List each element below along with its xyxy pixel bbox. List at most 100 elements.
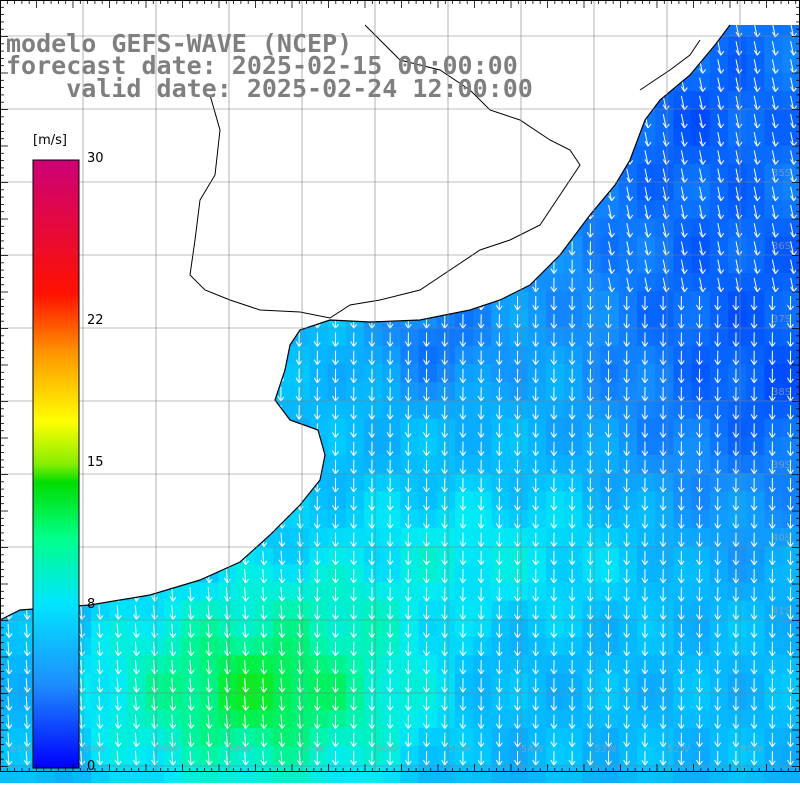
wind-arrow <box>699 77 706 92</box>
wind-cell <box>309 182 329 201</box>
wind-arrow <box>204 477 212 493</box>
wind-arrow <box>332 295 339 311</box>
wind-cell <box>764 400 784 420</box>
wind-cell <box>127 364 147 383</box>
wind-arrow <box>204 223 212 238</box>
wind-cell <box>364 764 383 784</box>
wind-cell <box>309 637 329 656</box>
wind-cell <box>400 218 420 238</box>
wind-arrow <box>332 168 339 183</box>
wind-arrow <box>641 332 649 347</box>
wind-cell <box>509 309 529 329</box>
title-forecast-date: forecast date: 2025-02-15 00:00:00 <box>6 51 518 80</box>
wind-arrow <box>386 514 394 529</box>
wind-arrow <box>568 750 576 766</box>
wind-cell <box>509 127 529 147</box>
wind-arrow <box>96 496 104 511</box>
wind-arrow <box>332 350 339 365</box>
wind-cell <box>764 691 784 711</box>
wind-cell <box>600 491 620 511</box>
wind-arrow <box>495 168 503 183</box>
wind-cell <box>254 145 274 165</box>
wind-arrow <box>586 150 594 165</box>
wind-cell <box>109 546 128 565</box>
wind-cell <box>145 218 165 238</box>
wind-arrow <box>114 568 122 584</box>
wind-cell <box>382 546 401 565</box>
wind-cell <box>709 709 729 729</box>
wind-arrow <box>241 477 248 493</box>
wind-cell <box>254 618 274 638</box>
wind-arrow <box>332 477 339 493</box>
wind-cell <box>546 655 565 674</box>
wind-arrow <box>568 678 576 693</box>
wind-arrow <box>605 550 612 566</box>
wind-arrow <box>550 332 558 347</box>
wind-cell <box>600 418 620 438</box>
wind-arrow <box>550 568 558 584</box>
wind-cell <box>218 145 238 165</box>
wind-cell <box>200 473 219 492</box>
wind-arrow <box>222 350 230 365</box>
wind-arrow <box>550 405 558 420</box>
wind-cell <box>345 127 365 147</box>
wind-arrow <box>441 405 449 420</box>
wind-arrow <box>295 113 303 129</box>
wind-cell <box>218 418 238 438</box>
wind-arrow <box>350 568 358 584</box>
wind-arrow <box>332 259 339 274</box>
wind-arrow <box>626 41 634 56</box>
wind-arrow <box>696 314 703 329</box>
wind-cell <box>163 364 183 383</box>
axis-ticks <box>0 0 800 772</box>
wind-cell <box>327 582 347 602</box>
wind-cell <box>309 218 329 238</box>
wind-arrow <box>608 277 615 293</box>
wind-arrow <box>771 223 779 238</box>
wind-arrow <box>113 223 121 238</box>
wind-arrow <box>586 750 594 766</box>
wind-arrow <box>550 25 558 38</box>
wind-arrow <box>680 204 688 220</box>
wind-cell <box>200 655 219 674</box>
wind-cell <box>145 327 165 347</box>
wind-cell <box>400 546 420 565</box>
wind-arrow <box>423 587 430 602</box>
wind-arrow <box>131 204 139 220</box>
wind-cell <box>218 218 238 238</box>
wind-arrow <box>732 714 740 729</box>
wind-cell <box>527 182 547 201</box>
wind-arrow <box>222 332 230 347</box>
wind-arrow <box>5 678 13 693</box>
wind-arrow <box>386 714 394 729</box>
wind-cell <box>600 145 620 165</box>
wind-arrow <box>4 168 12 183</box>
wind-cell <box>382 0 401 19</box>
wind-arrow <box>771 41 779 56</box>
wind-cell <box>637 400 656 420</box>
wind-cell <box>291 236 310 256</box>
wind-arrow <box>532 186 540 202</box>
wind-cell <box>473 673 492 693</box>
wind-arrow <box>477 514 485 529</box>
wind-arrow <box>313 186 321 202</box>
wind-arrow <box>699 25 706 38</box>
wind-cell <box>455 436 474 456</box>
wind-cell <box>163 455 183 474</box>
wind-arrow <box>477 641 485 657</box>
wind-arrow <box>423 150 430 165</box>
wind-cell <box>709 291 729 310</box>
wind-cell <box>0 764 19 784</box>
wind-arrow <box>5 568 13 584</box>
wind-arrow <box>696 405 703 420</box>
wind-cell <box>327 400 347 420</box>
wind-cell <box>236 491 256 511</box>
wind-cell <box>200 400 219 420</box>
longitude-label: 60W <box>83 744 106 755</box>
wind-arrow <box>514 423 521 438</box>
wind-arrow <box>623 405 631 420</box>
wind-arrow <box>168 295 176 311</box>
wind-cell <box>527 291 547 310</box>
wind-cell <box>527 691 547 711</box>
wind-cell <box>509 364 529 383</box>
